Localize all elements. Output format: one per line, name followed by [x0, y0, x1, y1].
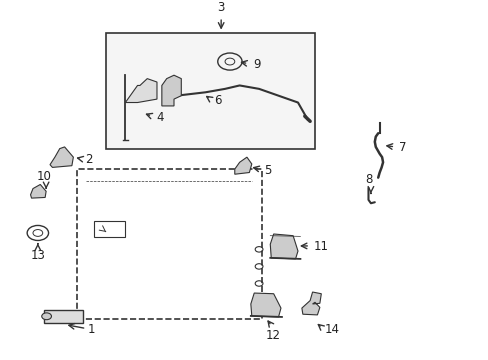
Text: 13: 13: [30, 249, 45, 262]
Polygon shape: [162, 75, 181, 106]
Text: 9: 9: [253, 58, 260, 71]
Polygon shape: [301, 292, 321, 315]
Text: 1: 1: [88, 323, 95, 337]
Circle shape: [41, 313, 51, 320]
Polygon shape: [125, 78, 157, 103]
Bar: [77, 169, 261, 319]
Polygon shape: [270, 234, 297, 259]
Text: 11: 11: [313, 240, 328, 253]
Polygon shape: [234, 157, 251, 174]
Bar: [106, 32, 314, 149]
Polygon shape: [30, 184, 46, 198]
Polygon shape: [250, 293, 281, 317]
Text: 14: 14: [324, 323, 339, 337]
Text: 12: 12: [264, 329, 280, 342]
Text: 8: 8: [364, 173, 371, 186]
Bar: [44, 310, 83, 323]
Text: 7: 7: [398, 141, 406, 154]
Text: 4: 4: [156, 111, 163, 124]
Bar: [94, 221, 125, 237]
Text: 5: 5: [264, 164, 271, 177]
Text: 2: 2: [85, 153, 92, 166]
Text: 3: 3: [217, 1, 224, 14]
Text: 10: 10: [37, 170, 52, 183]
Polygon shape: [50, 147, 73, 167]
Text: 6: 6: [214, 94, 222, 107]
